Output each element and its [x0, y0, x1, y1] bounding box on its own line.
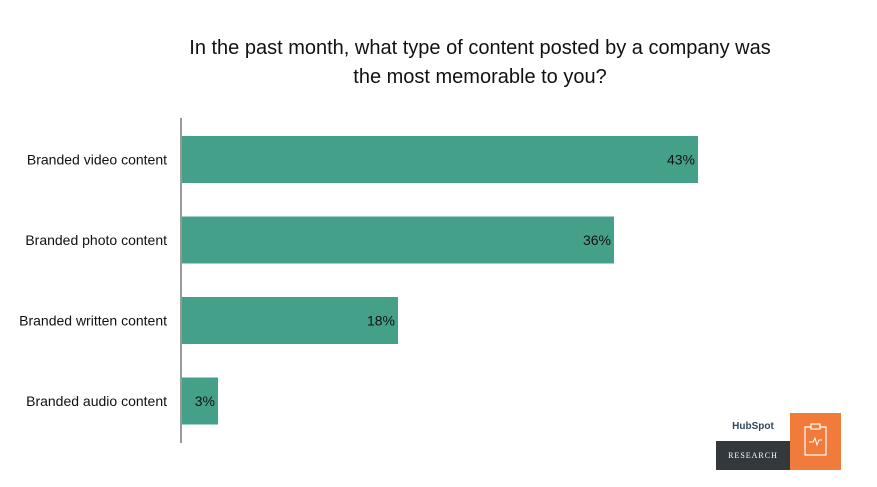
logo-research-label: RESEARCH [716, 441, 790, 470]
value-labels-layer: 43% 36% 18% 3% [195, 152, 695, 410]
bar-1 [182, 136, 698, 183]
bar-2 [182, 216, 614, 264]
bars-layer [182, 136, 698, 425]
value-label-1: 43% [667, 152, 695, 168]
category-label-4: Branded audio content [26, 393, 167, 409]
clipboard-chart-icon [790, 413, 841, 470]
logo-brand-text: HubSpot [716, 413, 790, 441]
bar-3 [182, 297, 398, 344]
value-label-2: 36% [583, 232, 611, 248]
category-labels-layer: Branded video content Branded photo conte… [19, 152, 167, 410]
category-label-1: Branded video content [27, 152, 167, 168]
value-label-4: 3% [195, 393, 215, 409]
value-label-3: 18% [367, 313, 395, 329]
category-label-2: Branded photo content [25, 232, 167, 248]
chart-title: In the past month, what type of content … [189, 37, 771, 88]
bar-4 [182, 377, 218, 425]
hubspot-research-logo: HubSpot RESEARCH [716, 413, 841, 470]
logo-text-block: HubSpot RESEARCH [716, 413, 790, 470]
category-label-3: Branded written content [19, 313, 167, 329]
